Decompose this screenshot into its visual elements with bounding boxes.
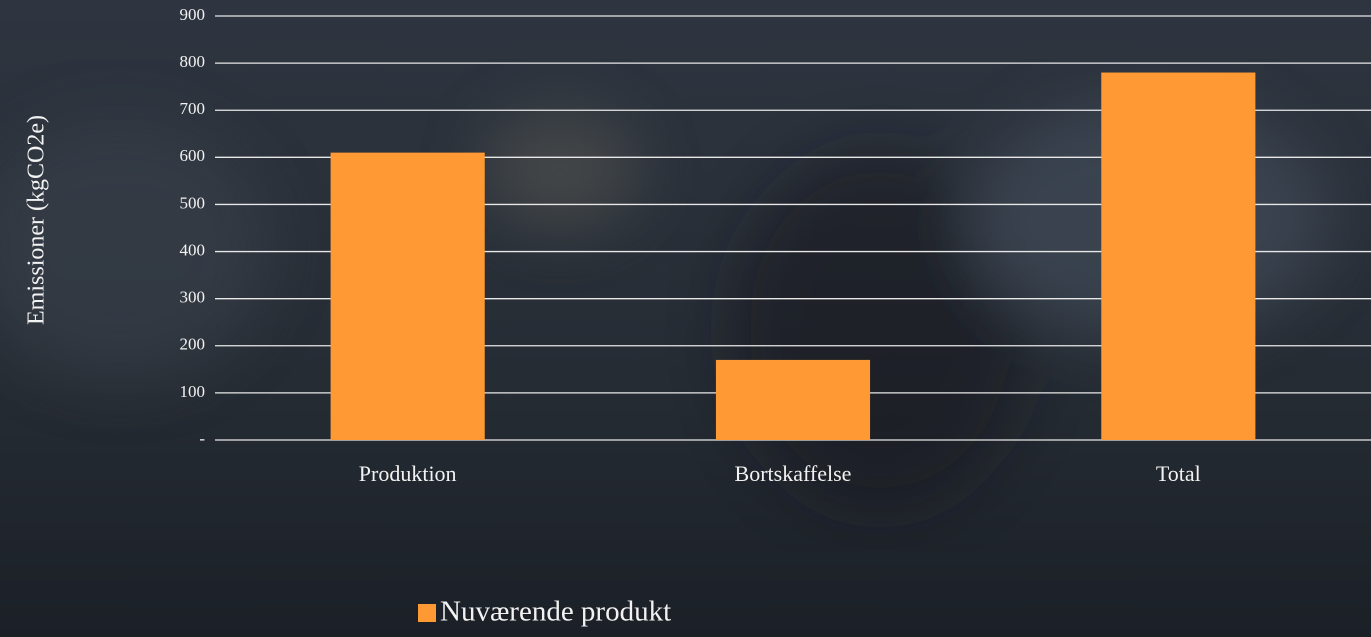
- y-tick-label: 900: [180, 5, 206, 24]
- y-tick-label: 700: [180, 99, 206, 118]
- bar: [1101, 72, 1256, 441]
- bar: [715, 359, 871, 440]
- y-tick-label: 200: [180, 335, 206, 354]
- legend-swatch: [418, 604, 436, 622]
- x-tick-label: Bortskaffelse: [735, 461, 852, 486]
- y-tick-label: 400: [180, 240, 206, 259]
- legend-label: Nuværende produkt: [440, 596, 671, 628]
- y-tick-label: 500: [180, 193, 206, 212]
- x-tick-label: Produktion: [359, 461, 457, 486]
- y-tick-label: 300: [180, 288, 206, 307]
- y-tick-label: 100: [180, 382, 206, 401]
- y-tick-label: -: [199, 429, 205, 448]
- y-axis-title: Emissioner (kgCO2e): [24, 115, 50, 325]
- x-tick-label: Total: [1156, 461, 1201, 486]
- bar: [330, 152, 485, 440]
- y-tick-label: 600: [180, 146, 206, 165]
- y-tick-label: 800: [180, 52, 206, 71]
